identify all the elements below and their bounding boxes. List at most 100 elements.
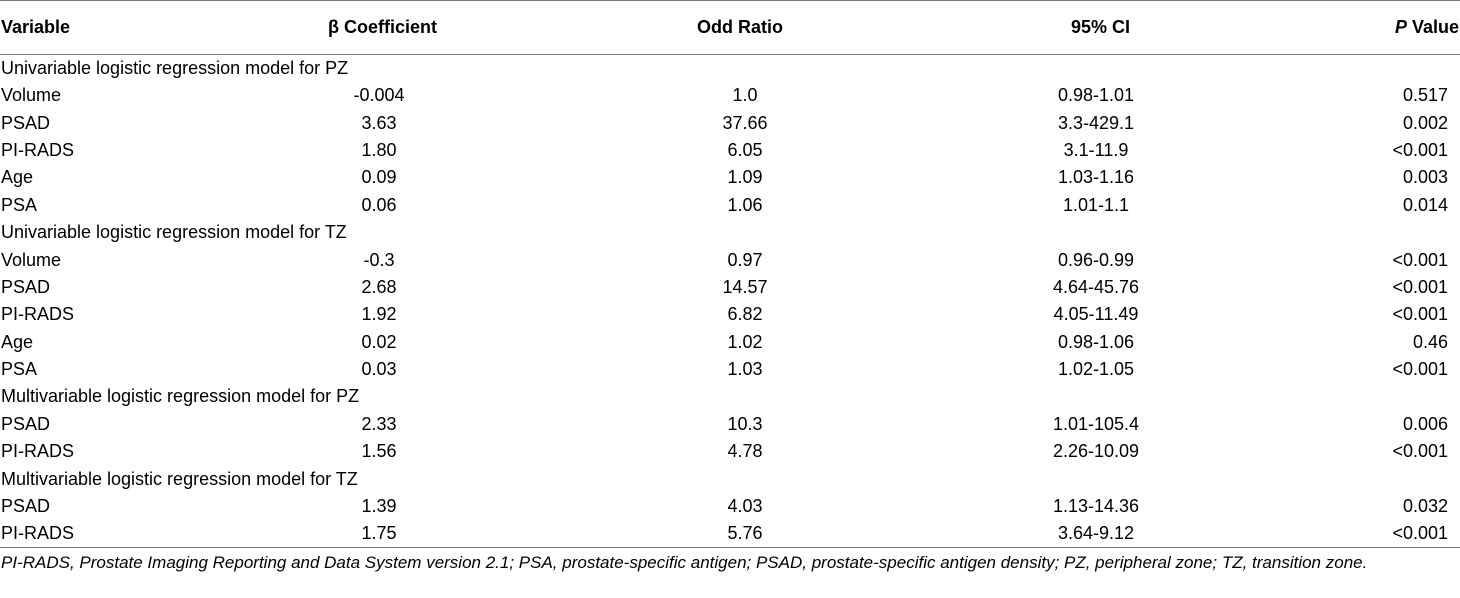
cell-variable: PSA: [1, 359, 38, 380]
cell-variable: Age: [1, 331, 34, 352]
cell-odd-ratio: 0.97: [727, 249, 763, 270]
cell-beta-coefficient-wrap: 2.33: [300, 411, 570, 438]
cell-beta-coefficient: 0.03: [361, 359, 397, 380]
section-title: Multivariable logistic regression model …: [1, 386, 360, 407]
cell-odd-ratio: 5.76: [727, 523, 763, 544]
cell-p-value: 0.032: [1402, 496, 1448, 517]
cell-beta-coefficient: 1.39: [361, 496, 397, 517]
section-header-row: Multivariable logistic regression model …: [0, 383, 1460, 410]
cell-beta-coefficient: 3.63: [361, 112, 397, 133]
cell-ci: 1.02-1.05: [1057, 359, 1135, 380]
cell-odd-ratio-wrap: 6.05: [570, 137, 940, 164]
header-p-rest: Value: [1406, 17, 1459, 37]
header-p-value: P Value: [1320, 0, 1460, 55]
section-header-row: Univariable logistic regression model fo…: [0, 55, 1460, 83]
cell-odd-ratio: 14.57: [722, 276, 768, 297]
cell-odd-ratio: 1.02: [727, 331, 763, 352]
cell-beta-coefficient: 1.92: [361, 304, 397, 325]
cell-ci-wrap: 1.13-14.36: [940, 493, 1320, 520]
cell-variable: PI-RADS: [1, 441, 75, 462]
cell-beta-coefficient: 0.06: [361, 194, 397, 215]
table-header-row: Variable β Coefficient Odd Ratio 95% CI …: [0, 0, 1460, 55]
cell-beta-coefficient-wrap: 1.75: [300, 520, 570, 549]
table-row: Volume -0.3 0.97 0.96-0.99 <0.001: [0, 246, 1460, 273]
cell-odd-ratio-wrap: 0.97: [570, 246, 940, 273]
cell-variable: PSAD: [1, 413, 51, 434]
cell-p-value: <0.001: [1392, 441, 1448, 462]
cell-ci-wrap: 1.02-1.05: [940, 356, 1320, 383]
cell-odd-ratio: 1.09: [727, 167, 763, 188]
cell-ci-wrap: 1.01-1.1: [940, 192, 1320, 219]
table-row: PI-RADS 1.92 6.82 4.05-11.49 <0.001: [0, 301, 1460, 328]
cell-ci: 1.13-14.36: [1052, 496, 1140, 517]
cell-ci: 3.3-429.1: [1057, 112, 1135, 133]
table-row: Age 0.09 1.09 1.03-1.16 0.003: [0, 164, 1460, 191]
cell-p-value: <0.001: [1392, 249, 1448, 270]
cell-p-value: <0.001: [1392, 359, 1448, 380]
cell-beta-coefficient-wrap: -0.004: [300, 82, 570, 109]
table-row: PSAD 1.39 4.03 1.13-14.36 0.032: [0, 493, 1460, 520]
cell-ci: 4.05-11.49: [1053, 304, 1139, 325]
cell-p-value: <0.001: [1320, 520, 1460, 549]
cell-beta-coefficient: 0.02: [361, 331, 397, 352]
table-row: PSAD 2.33 10.3 1.01-105.4 0.006: [0, 411, 1460, 438]
cell-beta-coefficient-wrap: 1.56: [300, 438, 570, 465]
section-header-row: Univariable logistic regression model fo…: [0, 219, 1460, 246]
cell-variable: Volume: [1, 85, 62, 106]
section-title: Multivariable logistic regression model …: [1, 468, 358, 489]
cell-variable: Age: [1, 167, 34, 188]
cell-ci-wrap: 3.1-11.9: [940, 137, 1320, 164]
cell-variable: PI-RADS: [0, 520, 300, 549]
cell-odd-ratio-wrap: 1.09: [570, 164, 940, 191]
cell-odd-ratio-wrap: 37.66: [570, 109, 940, 136]
table-row: Volume -0.004 1.0 0.98-1.01 0.517: [0, 82, 1460, 109]
table-row: PI-RADS 1.56 4.78 2.26-10.09 <0.001: [0, 438, 1460, 465]
cell-odd-ratio-wrap: 1.06: [570, 192, 940, 219]
cell-p-value: <0.001: [1392, 139, 1448, 160]
cell-p-value: 0.006: [1402, 413, 1448, 434]
cell-p-value: <0.001: [1392, 276, 1448, 297]
cell-variable: PSAD: [1, 112, 51, 133]
table-body: Univariable logistic regression model fo…: [0, 55, 1460, 549]
header-odd-ratio: Odd Ratio: [570, 0, 940, 55]
cell-beta-coefficient-wrap: 1.39: [300, 493, 570, 520]
cell-ci: 2.26-10.09: [1052, 441, 1140, 462]
cell-ci: 0.98-1.01: [1057, 85, 1135, 106]
cell-ci-wrap: 4.05-11.49: [940, 301, 1320, 328]
cell-odd-ratio-wrap: 1.02: [570, 329, 940, 356]
cell-ci-wrap: 0.96-0.99: [940, 246, 1320, 273]
table-row: PSAD 2.68 14.57 4.64-45.76 <0.001: [0, 274, 1460, 301]
cell-beta-coefficient-wrap: 0.06: [300, 192, 570, 219]
cell-beta-coefficient: -0.3: [363, 249, 395, 270]
header-variable: Variable: [0, 0, 300, 55]
section-header-row: Multivariable logistic regression model …: [0, 465, 1460, 492]
cell-variable: PI-RADS: [1, 139, 75, 160]
cell-ci-wrap: 4.64-45.76: [940, 274, 1320, 301]
cell-odd-ratio: 1.0: [732, 85, 758, 106]
cell-p-value: 0.003: [1402, 167, 1448, 188]
cell-beta-coefficient: 1.80: [361, 139, 397, 160]
header-beta-coefficient: β Coefficient: [300, 0, 570, 55]
section-title: Univariable logistic regression model fo…: [1, 58, 349, 78]
header-ci: 95% CI: [940, 0, 1320, 55]
cell-ci-wrap: 1.03-1.16: [940, 164, 1320, 191]
cell-beta-coefficient-wrap: 2.68: [300, 274, 570, 301]
cell-beta-coefficient-wrap: 0.09: [300, 164, 570, 191]
cell-p-value: 0.46: [1412, 331, 1448, 352]
cell-odd-ratio: 6.05: [727, 139, 763, 160]
table-footnote: PI-RADS, Prostate Imaging Reporting and …: [1, 553, 1368, 572]
cell-ci-wrap: 2.26-10.09: [940, 438, 1320, 465]
cell-odd-ratio-wrap: 4.03: [570, 493, 940, 520]
cell-odd-ratio: 10.3: [727, 413, 763, 434]
cell-ci: 1.01-1.1: [1062, 194, 1130, 215]
cell-ci-wrap: 0.98-1.01: [940, 82, 1320, 109]
header-p-letter: P: [1394, 17, 1407, 37]
cell-odd-ratio: 1.03: [727, 359, 763, 380]
cell-odd-ratio: 6.82: [727, 304, 763, 325]
cell-odd-ratio: 37.66: [722, 112, 768, 133]
cell-p-value: 0.002: [1402, 112, 1448, 133]
cell-variable: PSA: [1, 194, 38, 215]
cell-ci: 3.1-11.9: [1063, 139, 1129, 160]
cell-beta-coefficient-wrap: 1.92: [300, 301, 570, 328]
cell-ci: 4.64-45.76: [1052, 276, 1140, 297]
